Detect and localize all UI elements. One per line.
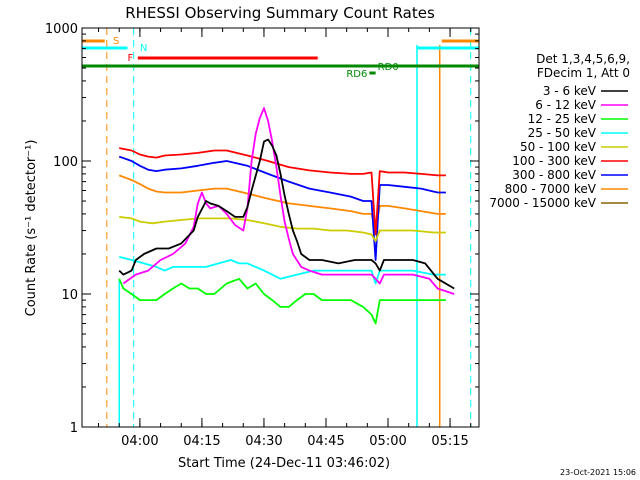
series-line-7 (118, 174, 446, 232)
series-line-5 (119, 147, 446, 236)
chart-title: RHESSI Observing Summary Count Rates (125, 4, 435, 22)
series-line-2 (118, 277, 446, 325)
flag-label-rd0: RD0 (378, 62, 399, 73)
y-tick-label: 1 (70, 421, 78, 436)
x-tick-label: 05:15 (431, 434, 468, 449)
legend-entry-label: 100 - 300 keV (512, 154, 596, 168)
legend-entry-label: 800 - 7000 keV (505, 182, 597, 196)
flag-label-rd6: RD6 (346, 69, 367, 80)
legend-entry-label: 12 - 25 keV (528, 112, 597, 126)
series-line-1 (122, 107, 455, 295)
legend-entry-label: 7000 - 15000 keV (489, 196, 596, 210)
x-axis-label: Start Time (24-Dec-11 03:46:02) (178, 456, 390, 471)
y-tick-label: 10 (61, 288, 78, 303)
series-line-0 (118, 138, 455, 290)
x-tick-label: 04:15 (183, 434, 220, 449)
legend-entry-label: 6 - 12 keV (535, 98, 597, 112)
flag-label-s: S (113, 36, 119, 47)
series-line-6 (118, 155, 446, 261)
y-axis-label: Count Rate (s⁻¹ detector⁻¹) (24, 140, 39, 317)
legend-entry-label: 25 - 50 keV (528, 126, 597, 140)
legend-entry-label: 3 - 6 keV (543, 84, 597, 98)
flag-label-n: N (140, 43, 147, 54)
y-tick-label: 100 (53, 155, 78, 170)
footer-date: 23-Oct-2021 15:06 (560, 468, 636, 477)
series-layer (118, 107, 455, 325)
legend-entry-label: 300 - 800 keV (512, 168, 596, 182)
legend: Det 1,3,4,5,6,9, FDecim 1, Att 0 3 - 6 k… (489, 52, 630, 210)
legend-entry-label: 50 - 100 keV (520, 140, 597, 154)
x-tick-label: 04:00 (121, 434, 158, 449)
legend-header-line-2: FDecim 1, Att 0 (537, 66, 630, 80)
x-tick-label: 05:00 (369, 434, 406, 449)
x-tick-label: 04:30 (245, 434, 282, 449)
x-tick-label: 04:45 (307, 434, 344, 449)
plot-frame (81, 27, 480, 428)
y-tick-label: 1000 (45, 22, 78, 37)
flag-layer: S NF RD0 RD6 (82, 28, 479, 427)
flag-label-f: F (127, 53, 133, 64)
axes-layer: 1 10 100 1000 04:00 04:15 04:30 04:45 05:00 05:15 (45, 22, 480, 449)
series-line-4 (119, 216, 446, 242)
legend-header-line-1: Det 1,3,4,5,6,9, (536, 52, 630, 66)
